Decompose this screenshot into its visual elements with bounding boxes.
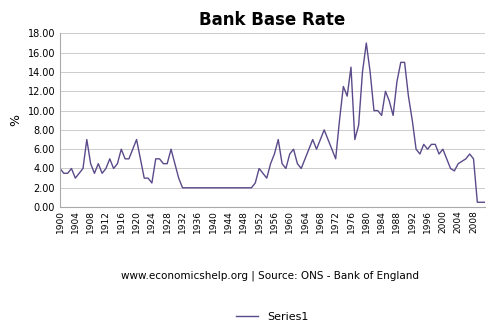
Series1 [364, 41, 370, 45]
Title: Bank Base Rate: Bank Base Rate [200, 11, 346, 29]
Series1 [367, 70, 373, 74]
Series1 [474, 200, 480, 204]
Series1 [482, 200, 488, 204]
Series1 [470, 157, 476, 161]
Series1 [390, 114, 396, 118]
Series1 [57, 166, 63, 170]
Line: Series1: Series1 [60, 43, 485, 202]
Series1 [206, 186, 212, 190]
Series1 [344, 94, 350, 98]
Legend: Series1: Series1 [232, 308, 313, 327]
Series1 [294, 162, 300, 166]
Y-axis label: %: % [9, 114, 22, 126]
Text: www.economicshelp.org | Source: ONS - Bank of England: www.economicshelp.org | Source: ONS - Ba… [121, 270, 419, 281]
